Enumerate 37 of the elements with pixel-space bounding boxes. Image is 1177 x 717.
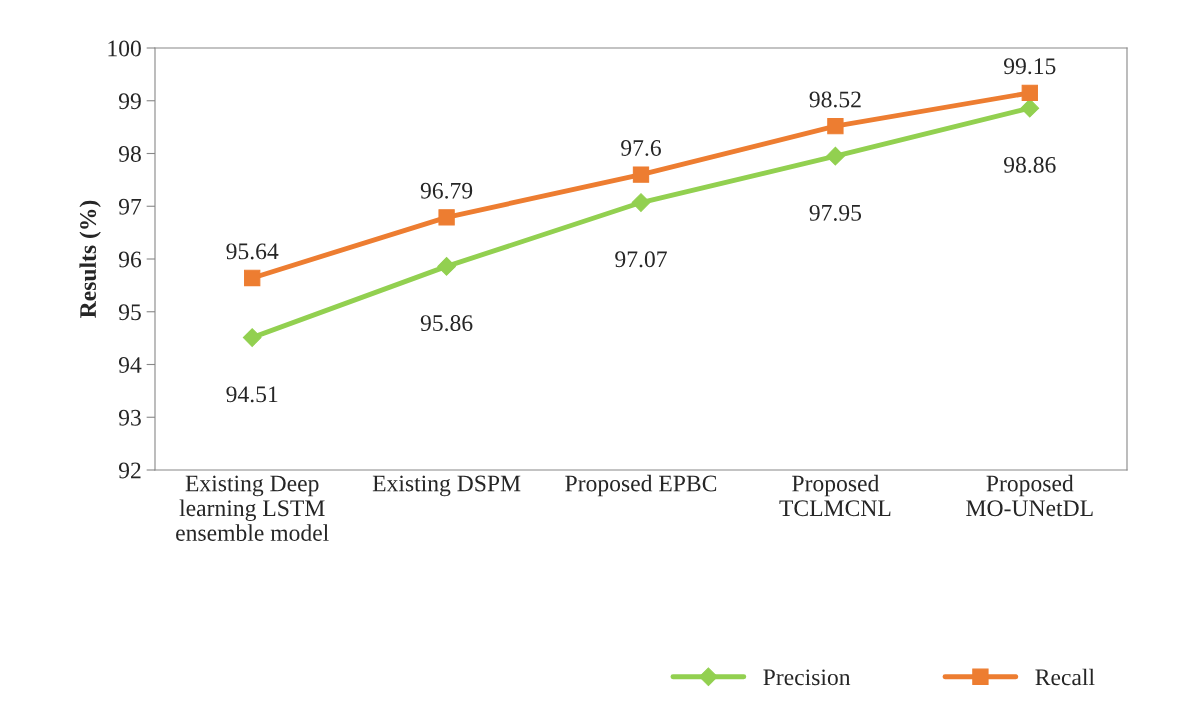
point (244, 269, 261, 287)
x-tick-label: Proposed MO-UNetDL (966, 474, 1093, 517)
legend-label: Precision (763, 669, 851, 686)
x-tick-label: Proposed TCLMCNL (779, 474, 891, 517)
point (1020, 98, 1040, 118)
point (632, 166, 650, 183)
point (438, 209, 455, 226)
x-tick-label: Existing DSPM (372, 475, 521, 497)
data-label: 94.51 (226, 386, 278, 403)
point (437, 257, 456, 276)
point (827, 117, 844, 135)
data-label: 97.6 (621, 140, 661, 157)
point (631, 193, 651, 212)
y-tick-label: 93 (118, 409, 141, 426)
y-tick-label: 92 (118, 462, 141, 479)
data-label: 95.86 (420, 315, 473, 332)
data-label: 97.07 (615, 251, 667, 268)
y-axis-title: Results (%) (79, 200, 101, 318)
legend-label: Recall (1035, 668, 1095, 686)
x-tick-label: Existing Deep learning LSTM ensemble model (176, 475, 329, 541)
y-tick-label: 96 (118, 251, 142, 268)
data-label: 98.86 (1004, 156, 1056, 173)
y-tick-label: 98 (118, 145, 141, 162)
y-tick-label: 94 (118, 357, 142, 373)
data-label: 95.64 (226, 243, 279, 260)
y-tick-label: 97 (118, 198, 142, 215)
point (242, 328, 262, 347)
point (1021, 84, 1038, 101)
point (826, 146, 845, 166)
x-tick-label: Proposed EPBC (565, 474, 717, 497)
data-label: 98.52 (809, 91, 861, 108)
y-tick-label: 100 (108, 40, 141, 57)
data-label: 96.79 (420, 182, 473, 199)
y-tick-label: 95 (118, 304, 141, 321)
y-tick-label: 99 (118, 93, 141, 110)
data-label: 99.15 (1004, 58, 1056, 75)
data-label: 97.95 (809, 204, 862, 221)
